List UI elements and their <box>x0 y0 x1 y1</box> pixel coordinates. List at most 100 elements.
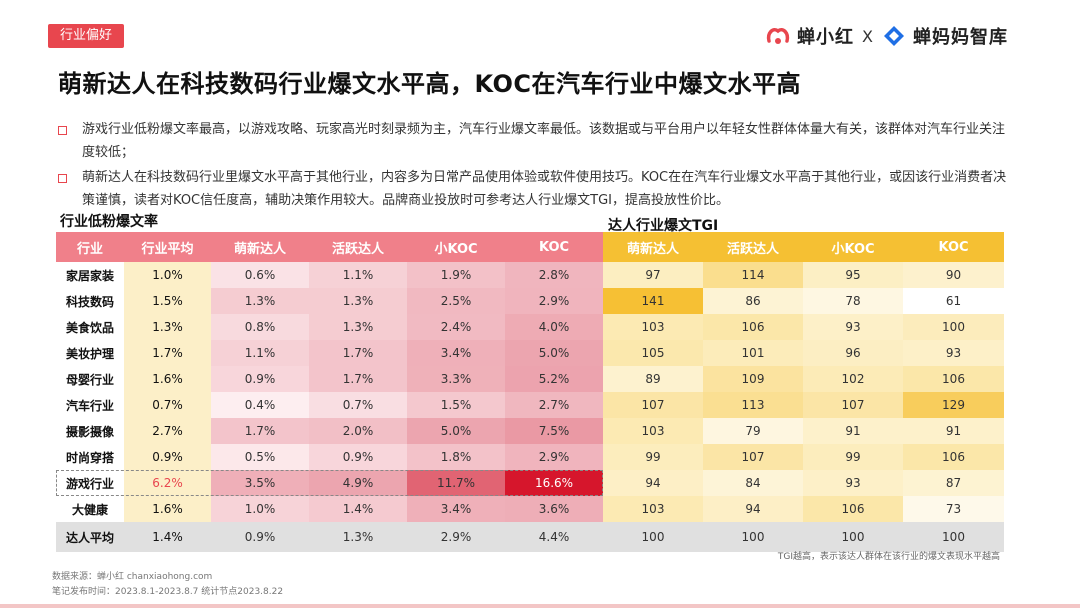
right-table-title: 达人行业爆文TGI <box>608 218 719 234</box>
heatmap-cell: 0.8% <box>211 314 309 340</box>
heatmap-cell: 16.6% <box>505 470 603 496</box>
left-column-header: 萌新达人 <box>211 232 309 262</box>
heatmap-cell: 0.9% <box>309 444 407 470</box>
left-column-header: KOC <box>505 232 603 262</box>
tgi-cell: 93 <box>803 314 903 340</box>
tgi-cell: 99 <box>603 444 703 470</box>
row-average-value: 0.7% <box>124 392 211 418</box>
tgi-cell: 109 <box>703 366 803 392</box>
tgi-cell: 95 <box>803 262 903 288</box>
tgi-note: TGI越高，表示该达人群体在该行业的爆文表现水平越高 <box>777 552 1000 562</box>
row-label: 美妆护理 <box>56 340 124 366</box>
row-average-value: 1.0% <box>124 262 211 288</box>
section-tag: 行业偏好 <box>48 24 125 48</box>
total-rate-cell: 4.4% <box>505 522 603 552</box>
tgi-cell: 105 <box>603 340 703 366</box>
logo-right-text: 蝉妈妈智库 <box>913 27 1008 48</box>
heatmap-cell: 11.7% <box>407 470 505 496</box>
heatmap-cell: 3.6% <box>505 496 603 522</box>
heatmap-cell: 1.3% <box>309 288 407 314</box>
logo-left-text: 蝉小红 <box>797 27 855 48</box>
total-tgi-cell: 100 <box>603 522 703 552</box>
tgi-cell: 87 <box>903 470 1004 496</box>
heatmap-cell: 1.3% <box>211 288 309 314</box>
right-column-header: 活跃达人 <box>703 232 803 262</box>
tgi-cell: 93 <box>903 340 1004 366</box>
footer-source: 数据来源：蝉小红 chanxiaohong.com <box>52 572 213 582</box>
tgi-cell: 113 <box>703 392 803 418</box>
heatmap-cell: 3.3% <box>407 366 505 392</box>
total-rate-cell: 0.9% <box>211 522 309 552</box>
footer: 数据来源：蝉小红 chanxiaohong.com 笔记发布时间：2023.8.… <box>52 570 283 600</box>
tgi-cell: 78 <box>803 288 903 314</box>
tgi-cell: 79 <box>703 418 803 444</box>
row-header-label: 行业 <box>56 232 124 262</box>
row-average-value: 1.6% <box>124 496 211 522</box>
heatmap-cell: 3.4% <box>407 340 505 366</box>
heatmap-cell: 1.5% <box>407 392 505 418</box>
brand-logos: 蝉小红 X 蝉妈妈智库 <box>765 20 1008 52</box>
tgi-cell: 73 <box>903 496 1004 522</box>
tgi-cell: 86 <box>703 288 803 314</box>
heatmap-cell: 1.9% <box>407 262 505 288</box>
tgi-cell: 107 <box>603 392 703 418</box>
tgi-cell: 97 <box>603 262 703 288</box>
logo-separator: X <box>862 26 873 46</box>
heatmap-cell: 4.9% <box>309 470 407 496</box>
heatmap-grid: 行业 行业平均 萌新达人 活跃达人 小KOC KOC 萌新达人 活跃达人 小KOC KOC 家居家装… <box>56 232 1004 552</box>
right-column-header: KOC <box>903 232 1004 262</box>
left-table-title: 行业低粉爆文率 <box>60 214 158 230</box>
tgi-cell: 91 <box>803 418 903 444</box>
bullet-item: 游戏行业低粉爆文率最高，以游戏攻略、玩家高光时刻录频为主，汽车行业爆文率最低。该… <box>56 118 1016 164</box>
total-tgi-cell: 100 <box>703 522 803 552</box>
left-column-header: 活跃达人 <box>309 232 407 262</box>
row-average-value: 0.9% <box>124 444 211 470</box>
heatmap-cell: 1.0% <box>211 496 309 522</box>
right-column-header: 小KOC <box>803 232 903 262</box>
heatmap-cell: 1.1% <box>309 262 407 288</box>
tgi-cell: 90 <box>903 262 1004 288</box>
bullet-list: 游戏行业低粉爆文率最高，以游戏攻略、玩家高光时刻录频为主，汽车行业爆文率最低。该… <box>56 118 1016 212</box>
heatmap-cell: 2.8% <box>505 262 603 288</box>
tgi-cell: 102 <box>803 366 903 392</box>
total-average-value: 1.4% <box>124 522 211 552</box>
tgi-cell: 94 <box>703 496 803 522</box>
tgi-cell: 106 <box>803 496 903 522</box>
total-tgi-cell: 100 <box>803 522 903 552</box>
tgi-cell: 107 <box>703 444 803 470</box>
chanmama-logo-icon <box>884 26 904 46</box>
heatmap-cell: 4.0% <box>505 314 603 340</box>
tgi-cell: 103 <box>603 418 703 444</box>
heatmap-cell: 0.4% <box>211 392 309 418</box>
bullet-item: 萌新达人在科技数码行业里爆文水平高于其他行业，内容多为日常产品使用体验或软件使用… <box>56 166 1016 212</box>
total-rate-cell: 1.3% <box>309 522 407 552</box>
tgi-cell: 99 <box>803 444 903 470</box>
left-column-header: 小KOC <box>407 232 505 262</box>
heatmap-cell: 2.7% <box>505 392 603 418</box>
tgi-cell: 84 <box>703 470 803 496</box>
chanxiaohong-logo-icon <box>766 28 790 44</box>
heatmap-cell: 1.3% <box>309 314 407 340</box>
tgi-cell: 101 <box>703 340 803 366</box>
heatmap-cell: 5.2% <box>505 366 603 392</box>
tgi-cell: 103 <box>603 314 703 340</box>
tgi-cell: 106 <box>703 314 803 340</box>
row-average-value: 1.6% <box>124 366 211 392</box>
row-label: 时尚穿搭 <box>56 444 124 470</box>
row-label: 母婴行业 <box>56 366 124 392</box>
tgi-cell: 91 <box>903 418 1004 444</box>
row-average-value: 1.3% <box>124 314 211 340</box>
tgi-cell: 100 <box>903 314 1004 340</box>
heatmap-cell: 2.4% <box>407 314 505 340</box>
row-average-value: 2.7% <box>124 418 211 444</box>
heatmap-cell: 7.5% <box>505 418 603 444</box>
page-title: 萌新达人在科技数码行业爆文水平高，KOC在汽车行业中爆文水平高 <box>58 70 802 98</box>
row-label: 摄影摄像 <box>56 418 124 444</box>
heatmap-cell: 1.7% <box>211 418 309 444</box>
row-average-value: 1.5% <box>124 288 211 314</box>
tgi-cell: 93 <box>803 470 903 496</box>
avg-header-label: 行业平均 <box>124 232 211 262</box>
heatmap-cell: 5.0% <box>505 340 603 366</box>
tgi-cell: 107 <box>803 392 903 418</box>
tgi-cell: 103 <box>603 496 703 522</box>
